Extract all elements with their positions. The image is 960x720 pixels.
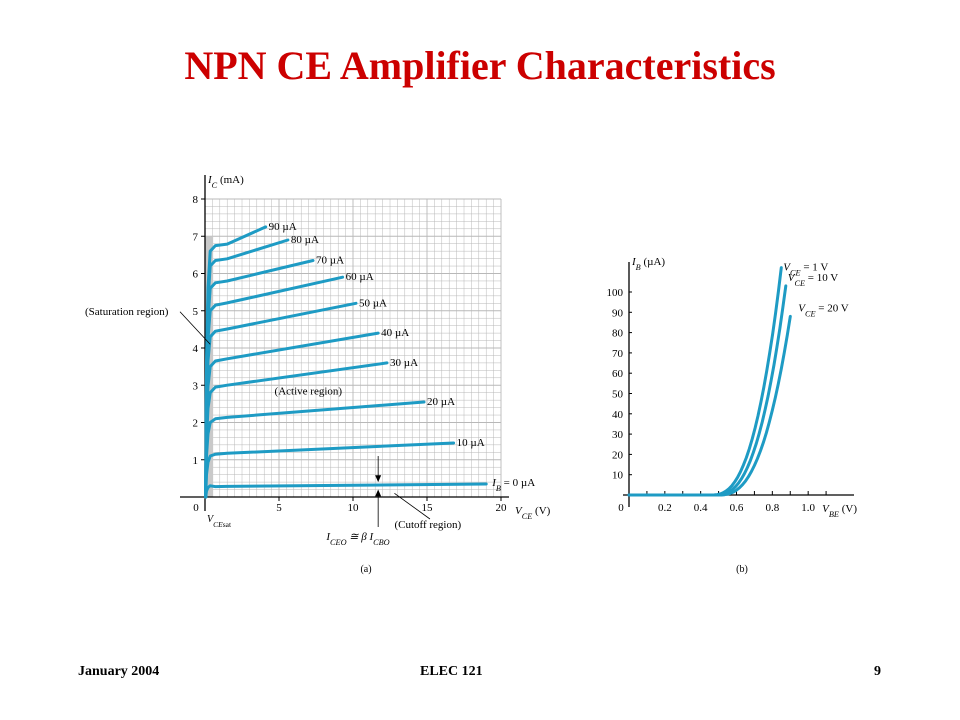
curve-label-ib0: IB = 0 µA [491,477,535,493]
y-tick-label: 4 [193,343,199,355]
active-region-label: (Active region) [275,386,343,398]
footer-date: January 2004 [78,664,160,679]
saturation-leader-line [179,311,211,345]
y-tick-label: 2 [193,418,199,430]
curve-label: 60 µA [346,271,374,283]
iceo-equation: ICEO ≅ β ICBO [325,531,389,547]
curve-label: 70 µA [316,254,344,266]
x-tick-label: 0 [193,502,199,514]
y-tick-label: 3 [193,380,199,392]
cutoff-region-label: (Cutoff region) [394,519,461,531]
y-tick-label: 5 [193,306,199,318]
curve-ib-8 [204,238,290,499]
vcesat-label: VCEsat [207,514,232,529]
x-tick-label: 10 [348,502,360,514]
y-tick-label: 8 [193,194,199,206]
y-axis-label: IC (mA) [207,174,244,190]
curve-label: 20 µA [427,396,455,408]
saturation-region-label: (Saturation region) [85,306,169,318]
chart-a-caption: (a) [360,564,371,575]
curve-label: 90 µA [269,221,297,233]
curve-label: 30 µA [390,357,418,369]
slide-title: NPN CE Amplifier Characteristics [184,43,776,88]
chart-a-axes: 1 2 3 4 5 6 7 8 0 5 10 15 20 IC (mA) VCE (V) [180,174,551,521]
footer-page-number: 9 [874,664,881,679]
chart-a-curves [204,225,488,499]
y-tick-label: 7 [193,231,199,243]
x-axis-label: VCE (V) [515,505,551,521]
cutoff-leader-line [394,492,431,520]
curve-label: 80 µA [291,234,319,246]
curve-label: 10 µA [457,437,485,449]
curve-label: 50 µA [359,297,387,309]
x-tick-label: 15 [422,502,434,514]
y-tick-label: 1 [193,455,199,467]
curve-ib-9 [204,225,268,499]
x-tick-label: 5 [276,502,282,514]
x-tick-label: 20 [496,502,508,514]
curve-label: 40 µA [381,327,409,339]
footer-course: ELEC 121 [420,664,483,679]
chart-a-grid [204,198,502,498]
curve-ib-1 [204,441,456,499]
iceo-arrowhead-top [375,475,382,483]
curve-ib-0 [204,482,488,499]
y-tick-label: 6 [193,269,199,281]
iceo-arrowhead-bottom [375,489,382,497]
